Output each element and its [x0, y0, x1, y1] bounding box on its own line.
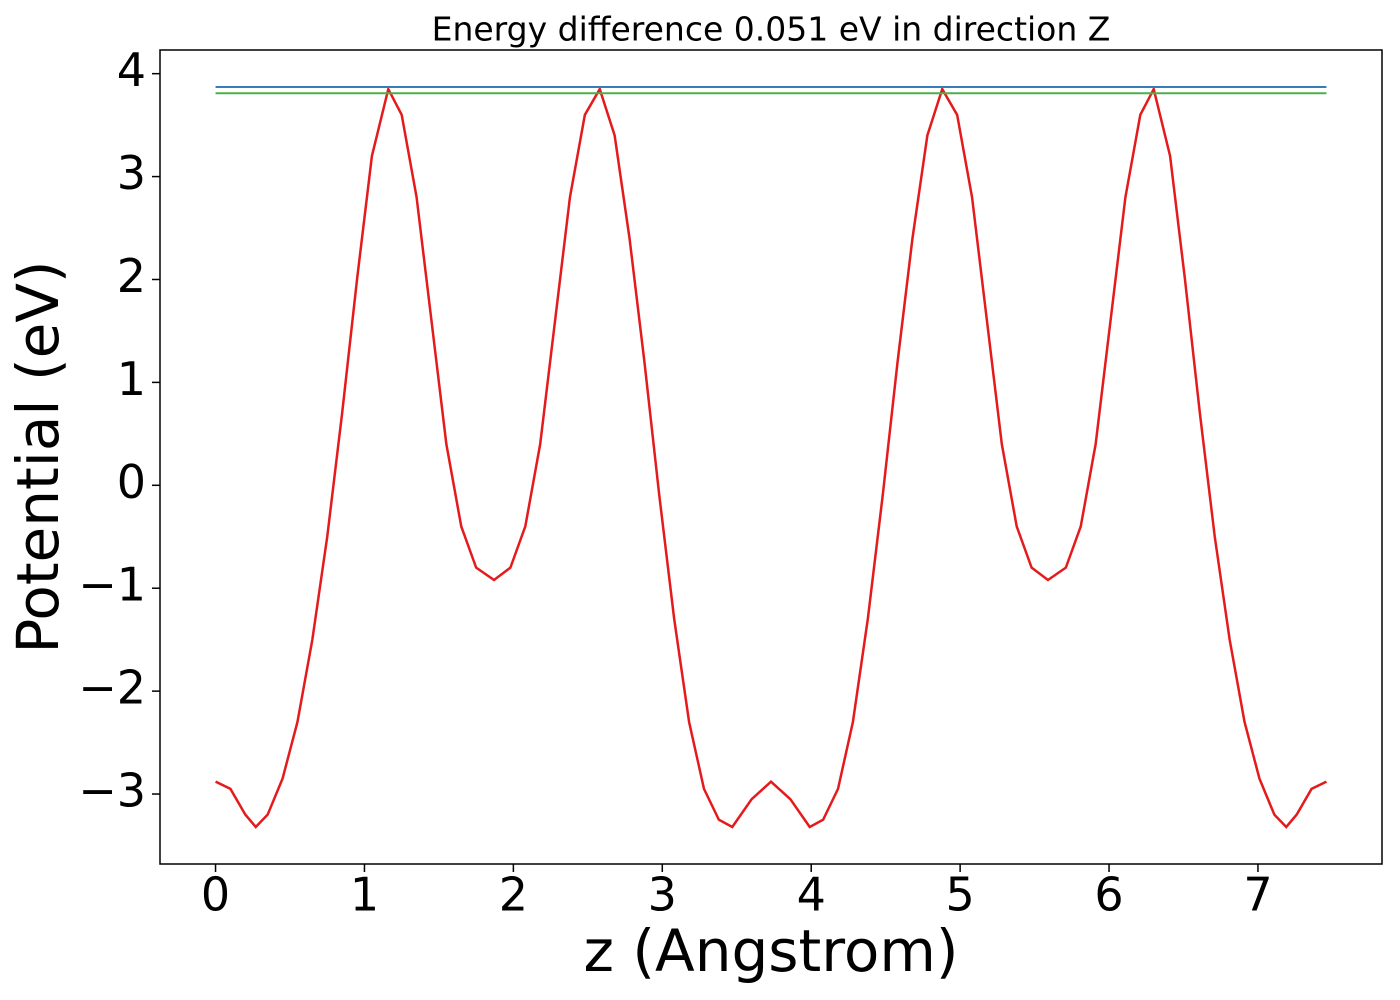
y-tick-label: 1 — [117, 352, 146, 406]
y-axis-label: Potential (eV) — [4, 260, 72, 653]
plot-frame — [159, 49, 1383, 865]
x-tick-label: 5 — [945, 868, 974, 922]
y-tick-label: −1 — [78, 558, 146, 612]
x-tick-label: 4 — [797, 868, 826, 922]
x-tick-label: 2 — [499, 868, 528, 922]
x-tick-label: 1 — [350, 868, 379, 922]
chart-title: Energy difference 0.051 eV in direction … — [432, 10, 1111, 49]
line — [215, 85, 1327, 829]
x-axis-label: z (Angstrom) — [584, 917, 959, 985]
y-tick-label: 0 — [117, 455, 146, 509]
x-tick-label: 7 — [1243, 868, 1272, 922]
y-tick-label: 2 — [117, 249, 146, 303]
x-tick-label: 0 — [201, 868, 230, 922]
y-tick-label: −2 — [78, 661, 146, 715]
x-tick-label: 3 — [648, 868, 677, 922]
y-tick-label: 4 — [117, 43, 146, 97]
y-tick-label: −3 — [78, 764, 146, 818]
x-tick-label: 6 — [1094, 868, 1123, 922]
y-tick-label: 3 — [117, 146, 146, 200]
